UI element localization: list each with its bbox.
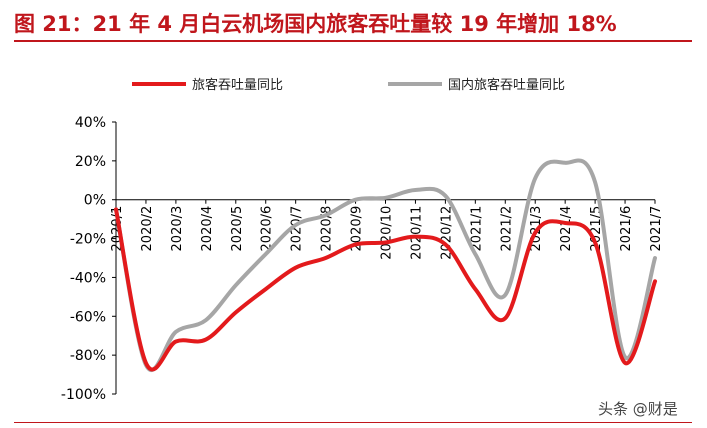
y-tick-label: 0% — [84, 193, 106, 209]
title-divider — [14, 40, 692, 42]
x-tick-label: 2020/5 — [230, 206, 245, 252]
x-tick-label: 2020/10 — [380, 206, 395, 260]
x-tick-label: 2020/2 — [140, 206, 155, 252]
x-tick-label: 2021/6 — [619, 206, 634, 252]
y-tick-label: -80% — [70, 348, 106, 364]
y-tick-label: -40% — [70, 270, 106, 286]
x-tick-label: 2020/6 — [260, 206, 275, 252]
y-tick-label: -100% — [61, 387, 106, 403]
x-tick-label: 2020/3 — [170, 206, 185, 252]
x-tick-label: 2020/7 — [290, 206, 305, 252]
series-line-passenger-yoy — [114, 207, 657, 372]
x-tick-label: 2021/4 — [559, 206, 574, 252]
x-tick-label: 2020/11 — [409, 206, 424, 260]
x-tick-label: 2021/1 — [469, 206, 484, 252]
x-tick-label: 2021/2 — [499, 206, 514, 252]
x-tick-label: 2020/9 — [350, 206, 365, 252]
series-line-domestic-yoy — [114, 158, 657, 373]
y-tick-label: 40% — [75, 115, 106, 131]
y-tick-label: -20% — [70, 232, 106, 248]
x-axis: 2020/1 2020/2 2020/3 2020/4 2020/5 2020/6 2020… — [110, 199, 664, 260]
legend-label: 旅客吞吐量同比 — [192, 77, 283, 93]
y-tick-label: 20% — [75, 154, 106, 170]
x-tick-label: 2021/7 — [649, 206, 664, 252]
series-lines — [114, 158, 657, 373]
watermark: 头条 @财是 — [598, 400, 678, 418]
x-tick-label: 2020/12 — [439, 206, 454, 260]
chart-title: 图 21：21 年 4 月白云机场国内旅客吞吐量较 19 年增加 18% — [14, 12, 617, 36]
chart-legend: 旅客吞吐量同比 国内旅客吞吐量同比 — [132, 77, 565, 93]
y-tick-label: -60% — [70, 309, 106, 325]
legend-label: 国内旅客吞吐量同比 — [448, 77, 565, 93]
y-axis: 40% 20% 0% -20% -40% -60% -80% -100% — [61, 115, 117, 403]
bottom-divider — [14, 422, 692, 423]
x-tick-label: 2020/4 — [200, 206, 215, 252]
